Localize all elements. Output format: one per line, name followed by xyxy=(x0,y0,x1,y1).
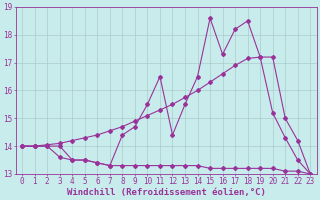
X-axis label: Windchill (Refroidissement éolien,°C): Windchill (Refroidissement éolien,°C) xyxy=(67,188,266,197)
